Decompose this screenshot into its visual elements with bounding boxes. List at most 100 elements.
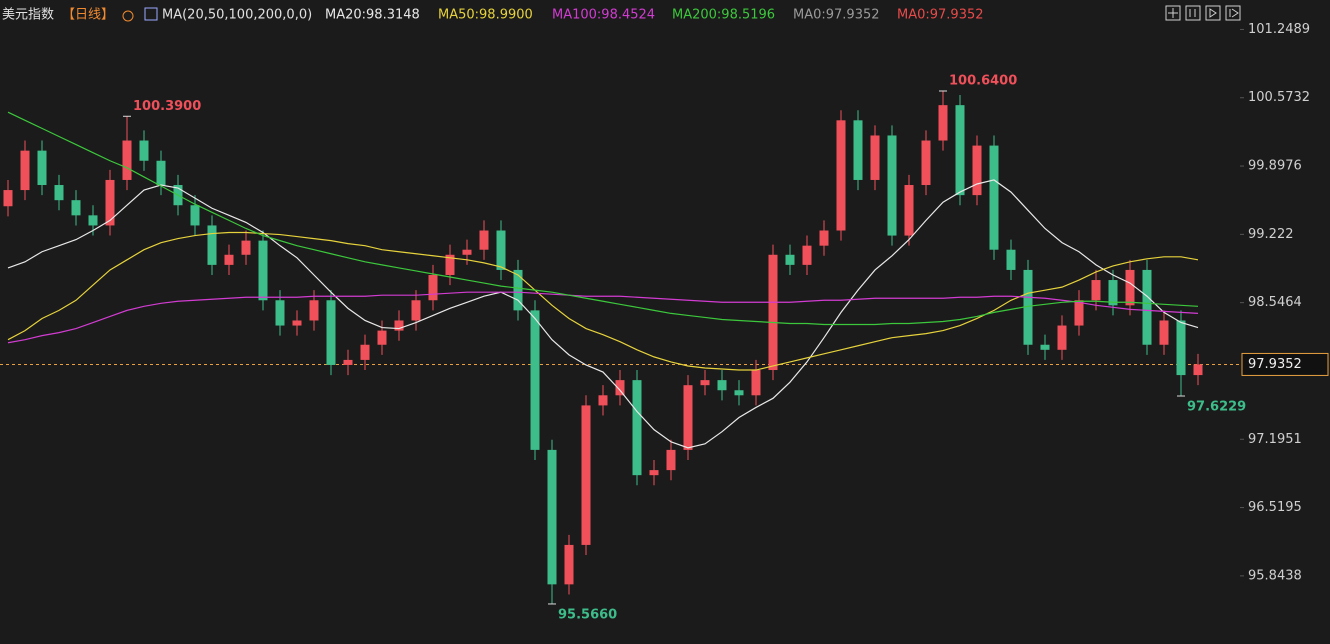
candle-body (207, 225, 217, 265)
toolbar-icons (1165, 5, 1241, 21)
candle-body (989, 145, 999, 250)
candle-body (360, 344, 370, 360)
candle-body (785, 254, 795, 265)
candle-body (581, 405, 591, 545)
candle-body (649, 470, 659, 476)
candle-body (394, 320, 404, 331)
annotation-label: 97.6229 (1187, 400, 1246, 415)
candle-body (445, 254, 455, 275)
candle-body (224, 254, 234, 265)
candle-body (700, 380, 710, 386)
ma-line (7, 291, 1199, 344)
candle-body (921, 140, 931, 186)
header-icon (122, 10, 134, 22)
ma-line (7, 231, 1199, 371)
y-tick-label: 95.8438 (1248, 568, 1302, 583)
candle-body (309, 300, 319, 321)
candle-body (598, 395, 608, 406)
candle-body (632, 380, 642, 476)
candle-body (258, 240, 268, 301)
header-text: MA0:97.9352 (793, 8, 880, 23)
candle-body (1159, 320, 1169, 345)
candle-body (190, 205, 200, 226)
candle-body (1193, 364, 1203, 376)
header-text: MA0:97.9352 (897, 8, 984, 23)
candle-body (54, 185, 64, 201)
candle-body (717, 380, 727, 391)
candle-body (1023, 269, 1033, 345)
candle-body (462, 249, 472, 255)
candle-body (496, 230, 506, 270)
candle-body (751, 370, 761, 396)
header-icon (144, 7, 158, 21)
candle-body (241, 240, 251, 255)
annotation-label: 100.6400 (949, 73, 1017, 88)
ma-line (7, 179, 1199, 449)
annotation-label: 100.3900 (133, 99, 201, 114)
candle-body (275, 300, 285, 326)
candle-body (513, 269, 523, 311)
candle-body (1108, 280, 1118, 306)
header-text: MA20:98.3148 (325, 8, 420, 23)
candle-body (428, 274, 438, 301)
candle-body (904, 185, 914, 236)
candle-body (411, 300, 421, 321)
candle-body (853, 120, 863, 180)
candle-body (122, 140, 132, 180)
candle-body (972, 145, 982, 196)
y-tick-label: 96.5195 (1248, 500, 1302, 515)
header-text: 【日线】 (62, 8, 114, 23)
candle-body (479, 230, 489, 250)
price-box (1241, 352, 1329, 376)
ma-line (7, 111, 1199, 326)
candle-body (530, 310, 540, 450)
candle-body (819, 230, 829, 246)
candle-body (1074, 300, 1084, 326)
candle-body (1125, 269, 1135, 306)
candle-body (3, 190, 13, 207)
candle-body (1057, 325, 1067, 350)
candle-body (802, 245, 812, 265)
candle-body (547, 449, 557, 585)
header-text: MA(20,50,100,200,0,0) (162, 8, 312, 23)
header-text: MA200:98.5196 (672, 8, 775, 23)
candle-body (938, 105, 948, 141)
header-text: MA50:98.9900 (438, 8, 533, 23)
candle-body (20, 150, 30, 191)
y-tick-label: 101.2489 (1248, 22, 1310, 37)
candle-body (615, 380, 625, 396)
y-tick-label: 100.5732 (1248, 90, 1310, 105)
candle-body (1176, 320, 1186, 376)
candle-body (377, 330, 387, 345)
candle-body (139, 140, 149, 161)
candle-body (71, 200, 81, 216)
candle-body (1040, 344, 1050, 350)
candle-body (564, 544, 574, 585)
candle-body (343, 359, 353, 365)
y-tick-label: 97.1951 (1248, 432, 1302, 447)
header-text: MA100:98.4524 (552, 8, 655, 23)
candle-body (734, 390, 744, 396)
candle-body (666, 449, 676, 471)
header-text: 美元指数 (2, 8, 54, 23)
candle-body (156, 160, 166, 186)
price-box-label: 97.9352 (1248, 357, 1302, 372)
candle-body (105, 179, 115, 226)
y-tick-label: 99.8976 (1248, 159, 1302, 174)
candle-body (1142, 269, 1152, 345)
candle-body (1091, 280, 1101, 301)
candle-body (836, 120, 846, 231)
candle-body (870, 135, 880, 180)
candle-body (955, 105, 965, 196)
y-tick-label: 99.222 (1248, 227, 1294, 242)
candle-body (326, 300, 336, 365)
y-tick-label: 98.5464 (1248, 295, 1302, 310)
candle-body (683, 385, 693, 450)
candle-body (887, 135, 897, 236)
candle-body (1006, 249, 1016, 270)
candle-body (768, 254, 778, 371)
candle-body (37, 150, 47, 186)
